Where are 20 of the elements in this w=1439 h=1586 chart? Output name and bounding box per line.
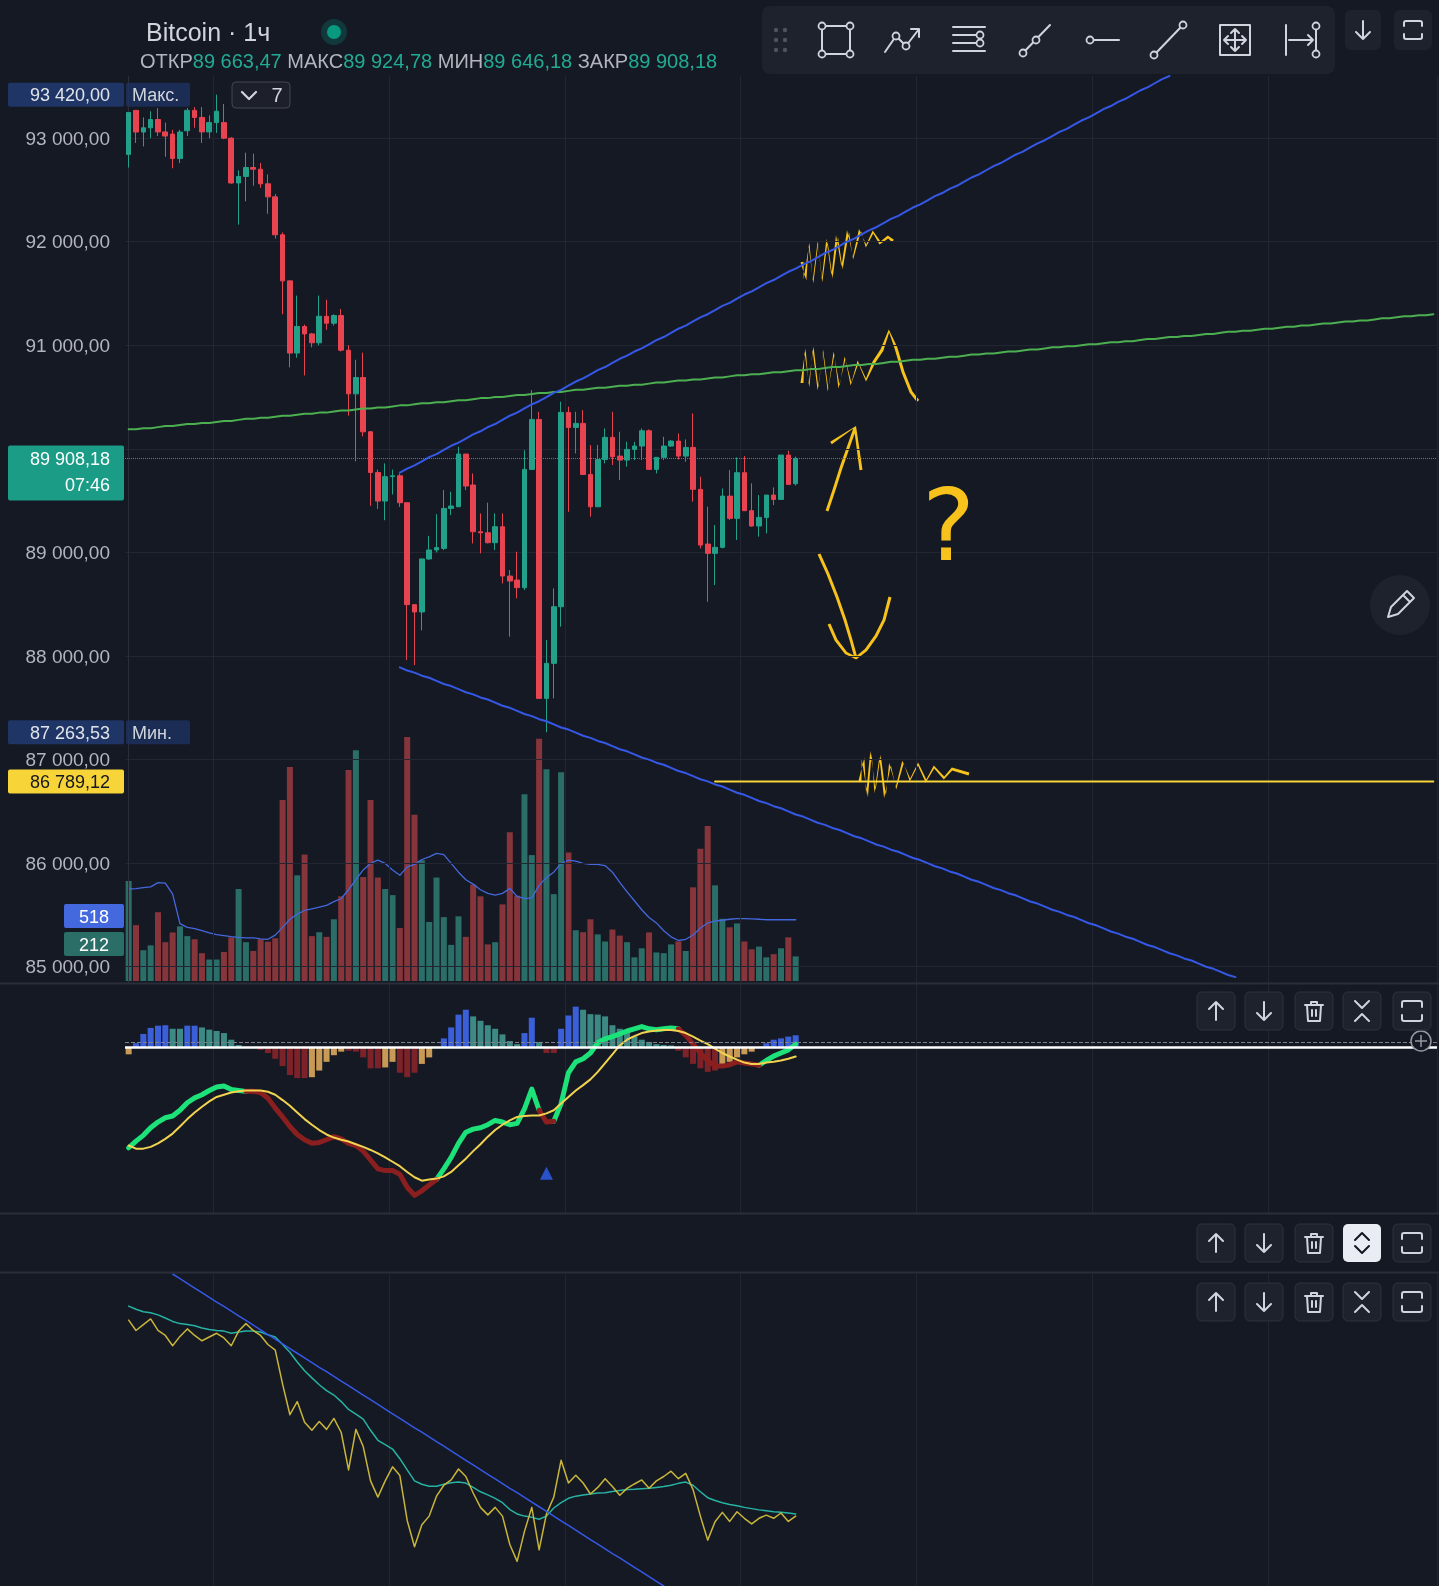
y-tick-label: 88 000,00 — [25, 645, 110, 667]
text: 86 789,12 — [29, 771, 110, 792]
y-tick-label: 89 000,00 — [25, 541, 110, 563]
y-tick-label: 91 000,00 — [25, 334, 110, 356]
y-tick-label: 93 000,00 — [25, 127, 110, 149]
annotation: Макс. — [132, 85, 180, 106]
y-tick-label: 92 000,00 — [25, 231, 110, 253]
annotation: 7 — [271, 84, 283, 106]
y-tick-label: 87 000,00 — [25, 749, 110, 771]
ref-line-label: 89 908,18 07:46 — [29, 448, 110, 495]
y-tick-label: 86 000,00 — [25, 852, 110, 874]
annotation: Мин. — [132, 722, 172, 743]
chart-title: Bitcoin · 1ч — [146, 18, 271, 46]
text: 518 — [78, 906, 110, 927]
y-tick-label: 85 000,00 — [25, 956, 110, 978]
annotation: ? — [922, 467, 976, 584]
text: 212 — [78, 934, 110, 955]
chart-subtitle: ОТКР89 663,47 МАКС89 924,78 МИН89 646,18 ЗАКР89 908,18 — [140, 50, 718, 72]
text: 87 263,53 — [29, 722, 110, 743]
text: 93 420,00 — [29, 85, 110, 106]
